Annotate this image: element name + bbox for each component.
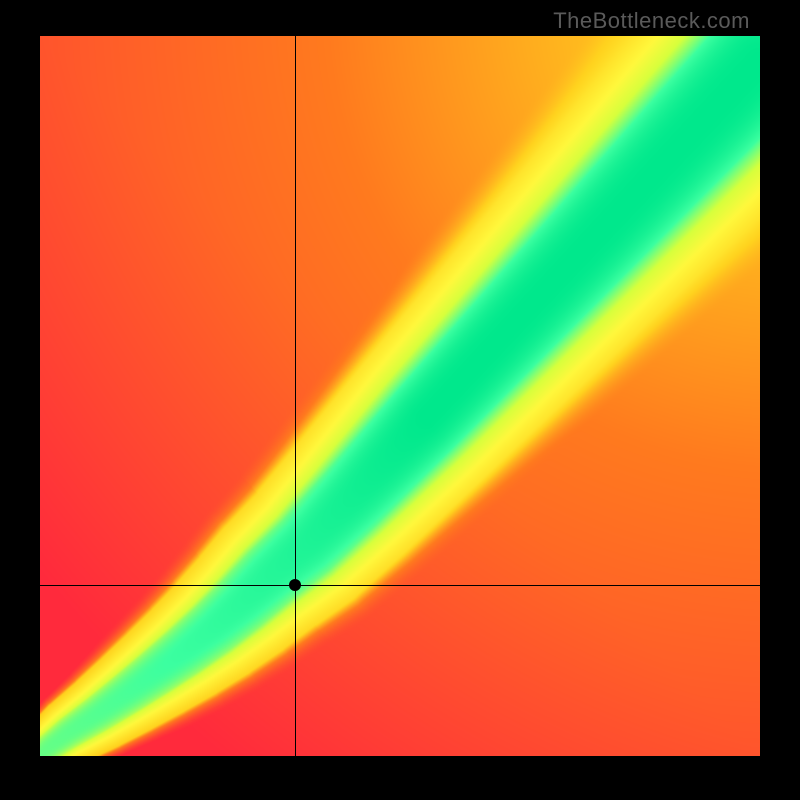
watermark-text: TheBottleneck.com (553, 8, 750, 34)
heatmap-plot (40, 36, 760, 756)
crosshair-horizontal (40, 585, 760, 586)
heatmap-canvas (40, 36, 760, 756)
chart-frame: TheBottleneck.com (0, 0, 800, 800)
crosshair-vertical (295, 36, 296, 756)
crosshair-marker-dot (289, 579, 301, 591)
